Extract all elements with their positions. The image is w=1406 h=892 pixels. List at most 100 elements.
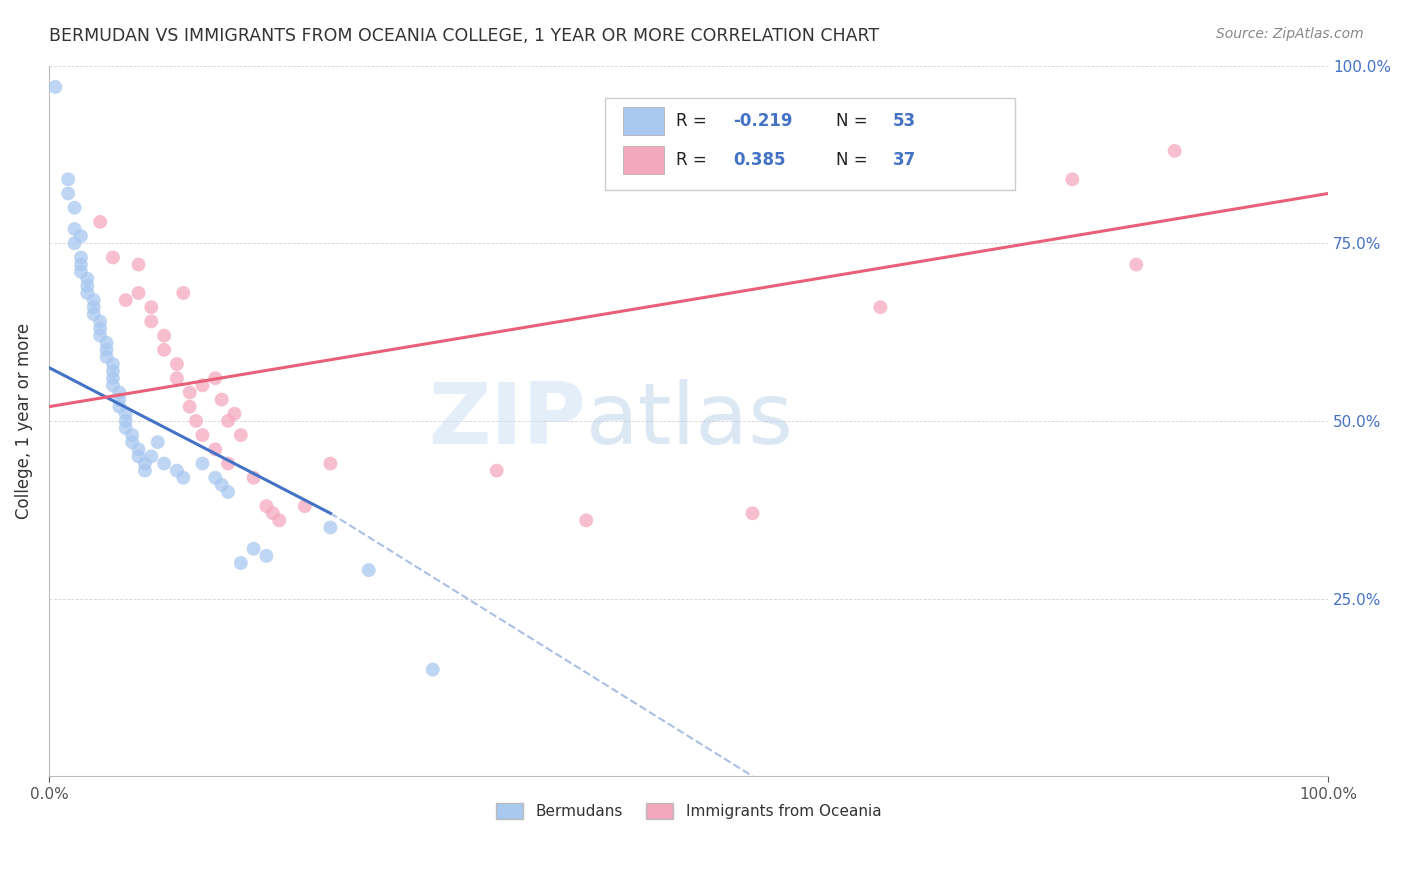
Point — [191, 457, 214, 471]
Point — [1062, 172, 1084, 186]
Point — [319, 457, 342, 471]
Point — [1125, 258, 1147, 272]
Point — [76, 285, 98, 300]
Point — [166, 464, 188, 478]
Point — [217, 485, 239, 500]
Point — [128, 450, 150, 464]
Point — [76, 272, 98, 286]
Point — [254, 549, 277, 563]
Point — [141, 314, 163, 328]
Point — [108, 392, 131, 407]
Point — [108, 400, 131, 414]
Point — [254, 499, 277, 513]
Text: R =: R = — [676, 112, 711, 130]
Point — [204, 471, 226, 485]
Point — [96, 350, 118, 364]
Point — [89, 328, 111, 343]
Text: Source: ZipAtlas.com: Source: ZipAtlas.com — [1216, 27, 1364, 41]
Point — [217, 457, 239, 471]
Point — [217, 414, 239, 428]
Point — [89, 314, 111, 328]
Point — [357, 563, 380, 577]
Point — [262, 506, 284, 520]
Text: BERMUDAN VS IMMIGRANTS FROM OCEANIA COLLEGE, 1 YEAR OR MORE CORRELATION CHART: BERMUDAN VS IMMIGRANTS FROM OCEANIA COLL… — [49, 27, 879, 45]
Point — [44, 79, 66, 94]
Point — [63, 222, 86, 236]
Point — [121, 428, 143, 442]
Point — [70, 258, 93, 272]
Point — [101, 357, 124, 371]
Point — [575, 513, 598, 527]
Point — [108, 385, 131, 400]
Legend: Bermudans, Immigrants from Oceania: Bermudans, Immigrants from Oceania — [489, 797, 887, 825]
Point — [83, 293, 105, 307]
Point — [101, 378, 124, 392]
Point — [179, 385, 201, 400]
Point — [70, 265, 93, 279]
Point — [63, 201, 86, 215]
Point — [83, 300, 105, 314]
Text: -0.219: -0.219 — [734, 112, 793, 130]
Point — [114, 407, 136, 421]
Text: R =: R = — [676, 151, 711, 169]
Point — [114, 293, 136, 307]
Point — [204, 371, 226, 385]
Point — [191, 428, 214, 442]
FancyBboxPatch shape — [623, 107, 664, 136]
Text: ZIP: ZIP — [429, 379, 586, 462]
Point — [96, 335, 118, 350]
Point — [70, 251, 93, 265]
Point — [153, 328, 176, 343]
Point — [114, 414, 136, 428]
Point — [224, 407, 246, 421]
Text: 37: 37 — [893, 151, 917, 169]
Point — [166, 357, 188, 371]
Point — [211, 392, 233, 407]
Point — [76, 278, 98, 293]
Point — [101, 364, 124, 378]
Point — [242, 541, 264, 556]
Point — [869, 300, 891, 314]
Text: 53: 53 — [893, 112, 917, 130]
Point — [422, 663, 444, 677]
Point — [741, 506, 763, 520]
Point — [242, 471, 264, 485]
Point — [294, 499, 316, 513]
Point — [101, 371, 124, 385]
Text: N =: N = — [835, 112, 873, 130]
Text: atlas: atlas — [586, 379, 794, 462]
Point — [56, 186, 79, 201]
Point — [141, 450, 163, 464]
Point — [96, 343, 118, 357]
Point — [269, 513, 291, 527]
Point — [101, 251, 124, 265]
Point — [172, 285, 194, 300]
Point — [172, 471, 194, 485]
Text: 0.385: 0.385 — [734, 151, 786, 169]
Point — [134, 457, 156, 471]
Point — [56, 172, 79, 186]
Point — [204, 442, 226, 457]
Point — [1163, 144, 1185, 158]
Point — [141, 300, 163, 314]
Point — [179, 400, 201, 414]
FancyBboxPatch shape — [606, 97, 1015, 190]
Point — [153, 457, 176, 471]
Point — [229, 428, 252, 442]
Point — [184, 414, 207, 428]
Point — [114, 421, 136, 435]
Point — [134, 464, 156, 478]
Text: N =: N = — [835, 151, 873, 169]
Point — [485, 464, 508, 478]
Point — [128, 442, 150, 457]
Point — [191, 378, 214, 392]
Point — [121, 435, 143, 450]
Point — [319, 520, 342, 534]
Y-axis label: College, 1 year or more: College, 1 year or more — [15, 323, 32, 519]
Point — [153, 343, 176, 357]
Point — [211, 478, 233, 492]
Point — [229, 556, 252, 570]
Point — [146, 435, 169, 450]
Point — [166, 371, 188, 385]
FancyBboxPatch shape — [623, 146, 664, 174]
